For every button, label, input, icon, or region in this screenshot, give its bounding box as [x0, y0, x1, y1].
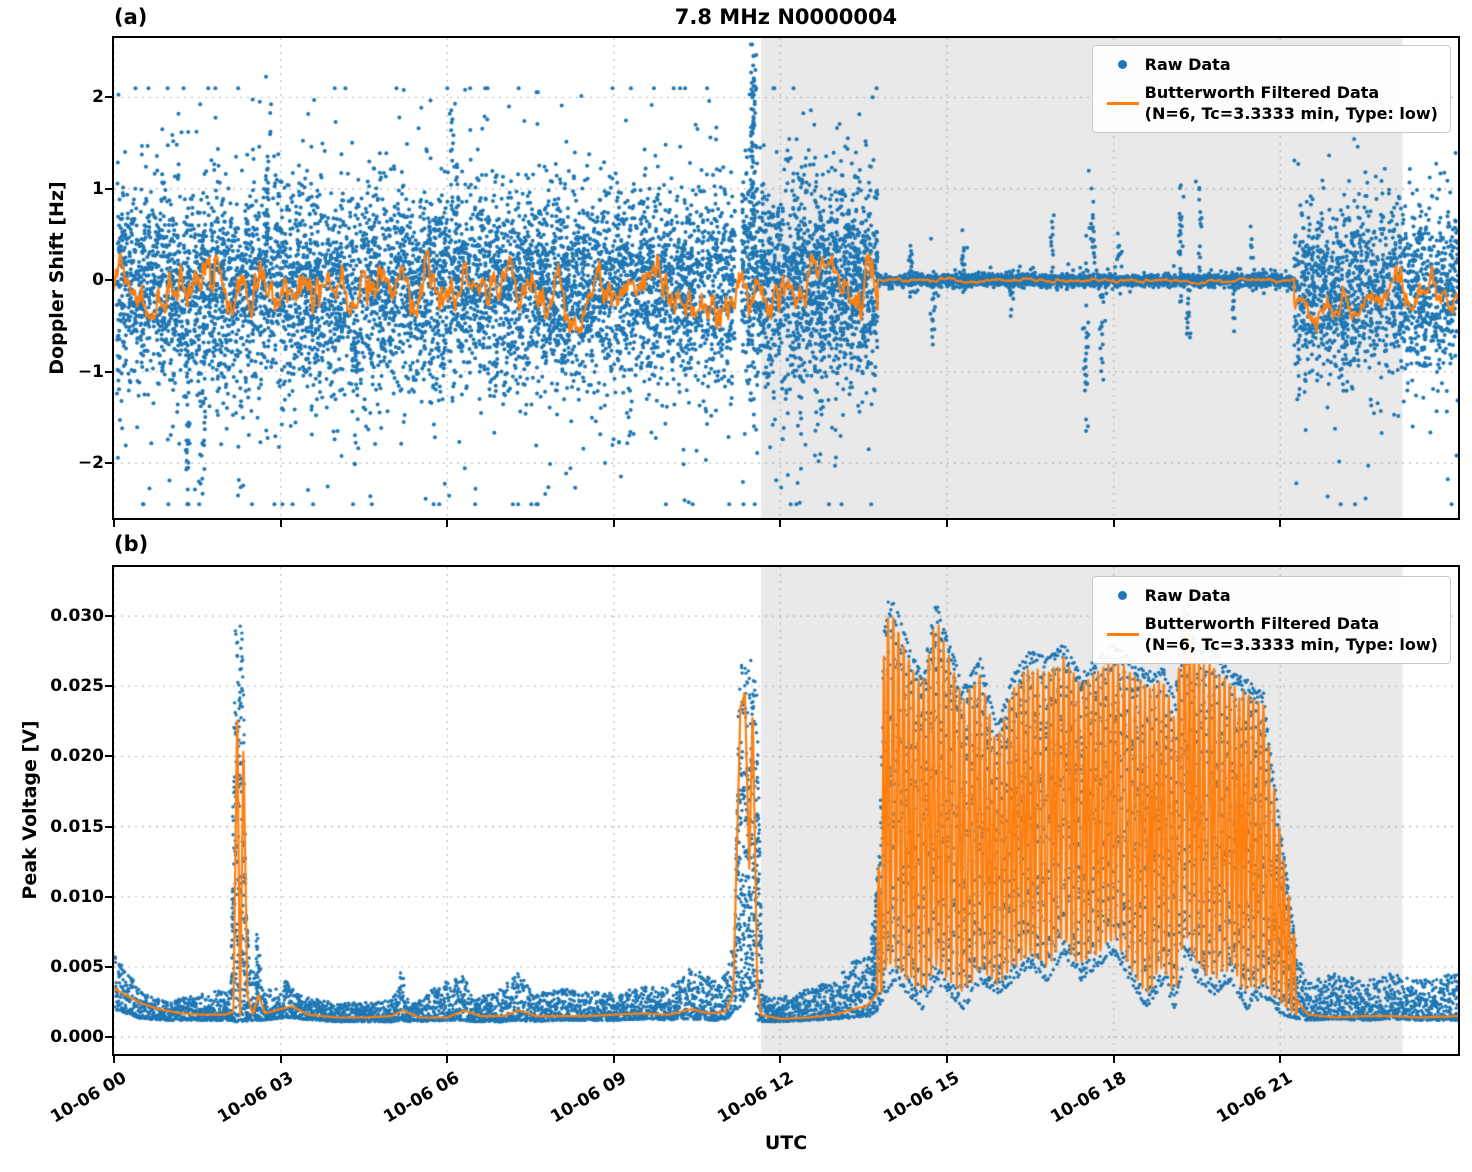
- raw-data-marker-icon: [1101, 60, 1145, 69]
- y-tick-label: 0.000: [50, 1027, 104, 1048]
- x-tick-label: 10-06 12: [713, 1068, 797, 1128]
- tick-mark: [105, 825, 112, 828]
- figure-title: 7.8 MHz N0000004: [674, 5, 898, 29]
- tick-mark: [1112, 520, 1115, 527]
- x-tick-label: 10-06 03: [213, 1068, 297, 1128]
- panel-b-label: (b): [114, 532, 149, 556]
- legend-b-raw-label: Raw Data: [1144, 586, 1231, 605]
- y-tick-label: −2: [77, 453, 104, 474]
- y-tick-label: 0.005: [50, 956, 104, 977]
- y-tick-label: 0.030: [50, 606, 104, 627]
- legend-b-filtered-label-line1: Butterworth Filtered Data: [1144, 614, 1380, 633]
- tick-mark: [279, 1056, 282, 1063]
- y-tick-label: −1: [77, 361, 104, 382]
- legend-a-raw-label: Raw Data: [1144, 55, 1231, 74]
- filtered-line-marker-icon: [1101, 632, 1145, 636]
- legend-a-filtered-label-line2: (N=6, Tc=3.3333 min, Type: low): [1144, 104, 1438, 123]
- tick-mark: [105, 370, 112, 373]
- tick-mark: [105, 187, 112, 190]
- legend-b-raw-entry: Raw Data: [1101, 585, 1438, 606]
- y-tick-label: 0.025: [50, 676, 104, 697]
- tick-mark: [279, 520, 282, 527]
- y-tick-label: 1: [92, 178, 104, 199]
- legend-a: Raw Data Butterworth Filtered Data (N=6,…: [1091, 45, 1451, 133]
- x-tick-label: 10-06 06: [380, 1068, 464, 1128]
- tick-mark: [1279, 1056, 1282, 1063]
- legend-b-filtered-label-line2: (N=6, Tc=3.3333 min, Type: low): [1144, 635, 1438, 654]
- plot-area-b: Raw Data Butterworth Filtered Data (N=6,…: [112, 565, 1460, 1056]
- legend-b-filtered-entry: Butterworth Filtered Data (N=6, Tc=3.333…: [1101, 613, 1438, 655]
- x-tick-label: 10-06 18: [1046, 1068, 1130, 1128]
- legend-b: Raw Data Butterworth Filtered Data (N=6,…: [1091, 576, 1451, 664]
- legend-a-filtered-label-line1: Butterworth Filtered Data: [1144, 83, 1380, 102]
- panel-a-label: (a): [114, 5, 148, 29]
- tick-mark: [105, 279, 112, 282]
- tick-mark: [1279, 520, 1282, 527]
- y-tick-label: 0: [92, 270, 104, 291]
- tick-mark: [612, 1056, 615, 1063]
- tick-mark: [612, 520, 615, 527]
- tick-mark: [105, 462, 112, 465]
- y-tick-label: 2: [92, 87, 104, 108]
- tick-mark: [1112, 1056, 1115, 1063]
- filtered-line-marker-icon: [1101, 101, 1145, 105]
- tick-mark: [105, 965, 112, 968]
- tick-mark: [105, 96, 112, 99]
- x-tick-label: 10-06 09: [547, 1068, 630, 1128]
- x-tick-label: 10-06 00: [47, 1068, 130, 1128]
- legend-a-filtered-entry: Butterworth Filtered Data (N=6, Tc=3.333…: [1101, 82, 1438, 124]
- tick-mark: [105, 685, 112, 688]
- tick-mark: [779, 520, 782, 527]
- tick-mark: [105, 1036, 112, 1039]
- tick-mark: [446, 1056, 449, 1063]
- x-tick-label: 10-06 15: [880, 1068, 964, 1128]
- tick-mark: [105, 755, 112, 758]
- tick-mark: [105, 895, 112, 898]
- raw-data-marker-icon: [1101, 591, 1145, 600]
- legend-a-raw-entry: Raw Data: [1101, 54, 1438, 75]
- x-axis-label: UTC: [764, 1132, 808, 1154]
- y-tick-label: 0.015: [50, 816, 104, 837]
- plot-area-a: Raw Data Butterworth Filtered Data (N=6,…: [112, 36, 1460, 520]
- tick-mark: [779, 1056, 782, 1063]
- tick-mark: [113, 520, 115, 527]
- y-tick-label: 0.020: [50, 746, 104, 767]
- tick-mark: [446, 520, 449, 527]
- y-tick-label: 0.010: [50, 886, 104, 907]
- tick-mark: [946, 1056, 949, 1063]
- x-tick-label: 10-06 21: [1213, 1068, 1297, 1128]
- tick-mark: [113, 1056, 115, 1063]
- tick-mark: [946, 520, 949, 527]
- tick-mark: [105, 615, 112, 618]
